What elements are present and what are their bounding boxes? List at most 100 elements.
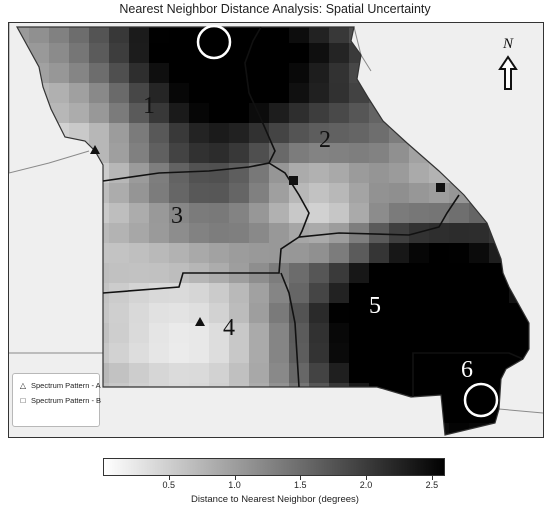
grid-cell [29,27,49,43]
colorbar-label: Distance to Nearest Neighbor (degrees) [191,494,359,505]
region-label-1: 1 [143,93,155,119]
grid-cell [309,83,329,103]
grid-cell [229,83,249,103]
grid-cell [89,123,109,143]
grid-cell [329,363,349,383]
grid-cell [249,203,269,223]
boundary-4-5 [280,272,300,388]
grid-cell [129,343,149,363]
grid-cell [389,283,409,303]
grid-cell [309,203,329,223]
boundary-3-4 [102,236,300,294]
grid-cell [369,263,389,283]
grid-cell [289,283,309,303]
state-outline [15,26,530,436]
grid-cell [329,243,349,263]
grid-cell [69,123,89,143]
grid-cell [249,83,269,103]
grid-cell [109,103,129,123]
grid-cell [349,363,369,383]
grid-cell [169,223,189,243]
grid-cell [89,43,109,63]
grid-cell [209,143,229,163]
neighbor-border [9,23,90,174]
grid-cell [149,27,169,43]
grid-cell [189,223,209,243]
grid-cell [189,303,209,323]
grid-cell [329,43,349,63]
grid-cell [149,303,169,323]
grid-cell [109,27,129,43]
grid-cell [189,323,209,343]
grid-cell [149,63,169,83]
grid-cell [189,123,209,143]
grid-cell [269,243,289,263]
grid-cell [209,123,229,143]
neighbor-border [498,408,543,414]
grid-cell [429,323,449,343]
grid-cell [349,143,369,163]
grid-cell [269,323,289,343]
grid-cell [369,303,389,323]
grid-cell [389,303,409,323]
grid-cell [149,363,169,383]
grid-cell [249,43,269,63]
grid-cell [169,183,189,203]
grid-cell [269,63,289,83]
grid-cell [289,223,309,243]
grid-cell [169,143,189,163]
grid-cell [229,143,249,163]
grid-cell [129,263,149,283]
grid-cell [469,223,489,243]
grid-cell [229,183,249,203]
grid-cell [149,143,169,163]
grid-cell [429,203,449,223]
grid-cell [289,183,309,203]
north-arrow-icon [498,55,518,90]
grid-cell [369,323,389,343]
grid-cell [229,63,249,83]
grid-cell [389,363,409,383]
grid-cell [129,363,149,383]
grid-cell [229,243,249,263]
grid-cell [349,343,369,363]
grid-cell [69,63,89,83]
grid-cell [309,223,329,243]
grid-cell [129,83,149,103]
north-arrow: N [488,36,528,98]
grid-cell [129,27,149,43]
spectrum-b-marker [436,183,445,192]
grid-cell [309,143,329,163]
grid-cell [229,223,249,243]
grid-cell [49,63,69,83]
grid-cell [189,103,209,123]
legend-item-spectrum-a: △ Spectrum Pattern - A [18,381,101,390]
grid-cell [309,63,329,83]
grid-cell [369,243,389,263]
grid-cell [229,123,249,143]
grid-cell [269,43,289,63]
grid-cell [269,203,289,223]
map-canvas: 1 2 3 4 5 6 [9,23,543,437]
grid-cell [229,203,249,223]
grid-cell [209,163,229,183]
grid-cell [309,43,329,63]
grid-cell [169,43,189,63]
grid-cell [449,363,469,383]
legend: △ Spectrum Pattern - A □ Spectrum Pattern … [12,373,101,427]
grid-cell [489,303,509,323]
grid-cell [249,183,269,203]
grid-cell [429,363,449,383]
grid-cell [109,263,129,283]
triangle-icon: △ [19,381,27,390]
grid-cell [349,203,369,223]
grid-cell [109,243,129,263]
grid-cell [169,103,189,123]
grid-cell [229,343,249,363]
grid-cell [189,203,209,223]
grid-cell [249,223,269,243]
grid-cell [449,243,469,263]
grid-cell [149,43,169,63]
grid-cell [149,123,169,143]
grid-cell [109,143,129,163]
